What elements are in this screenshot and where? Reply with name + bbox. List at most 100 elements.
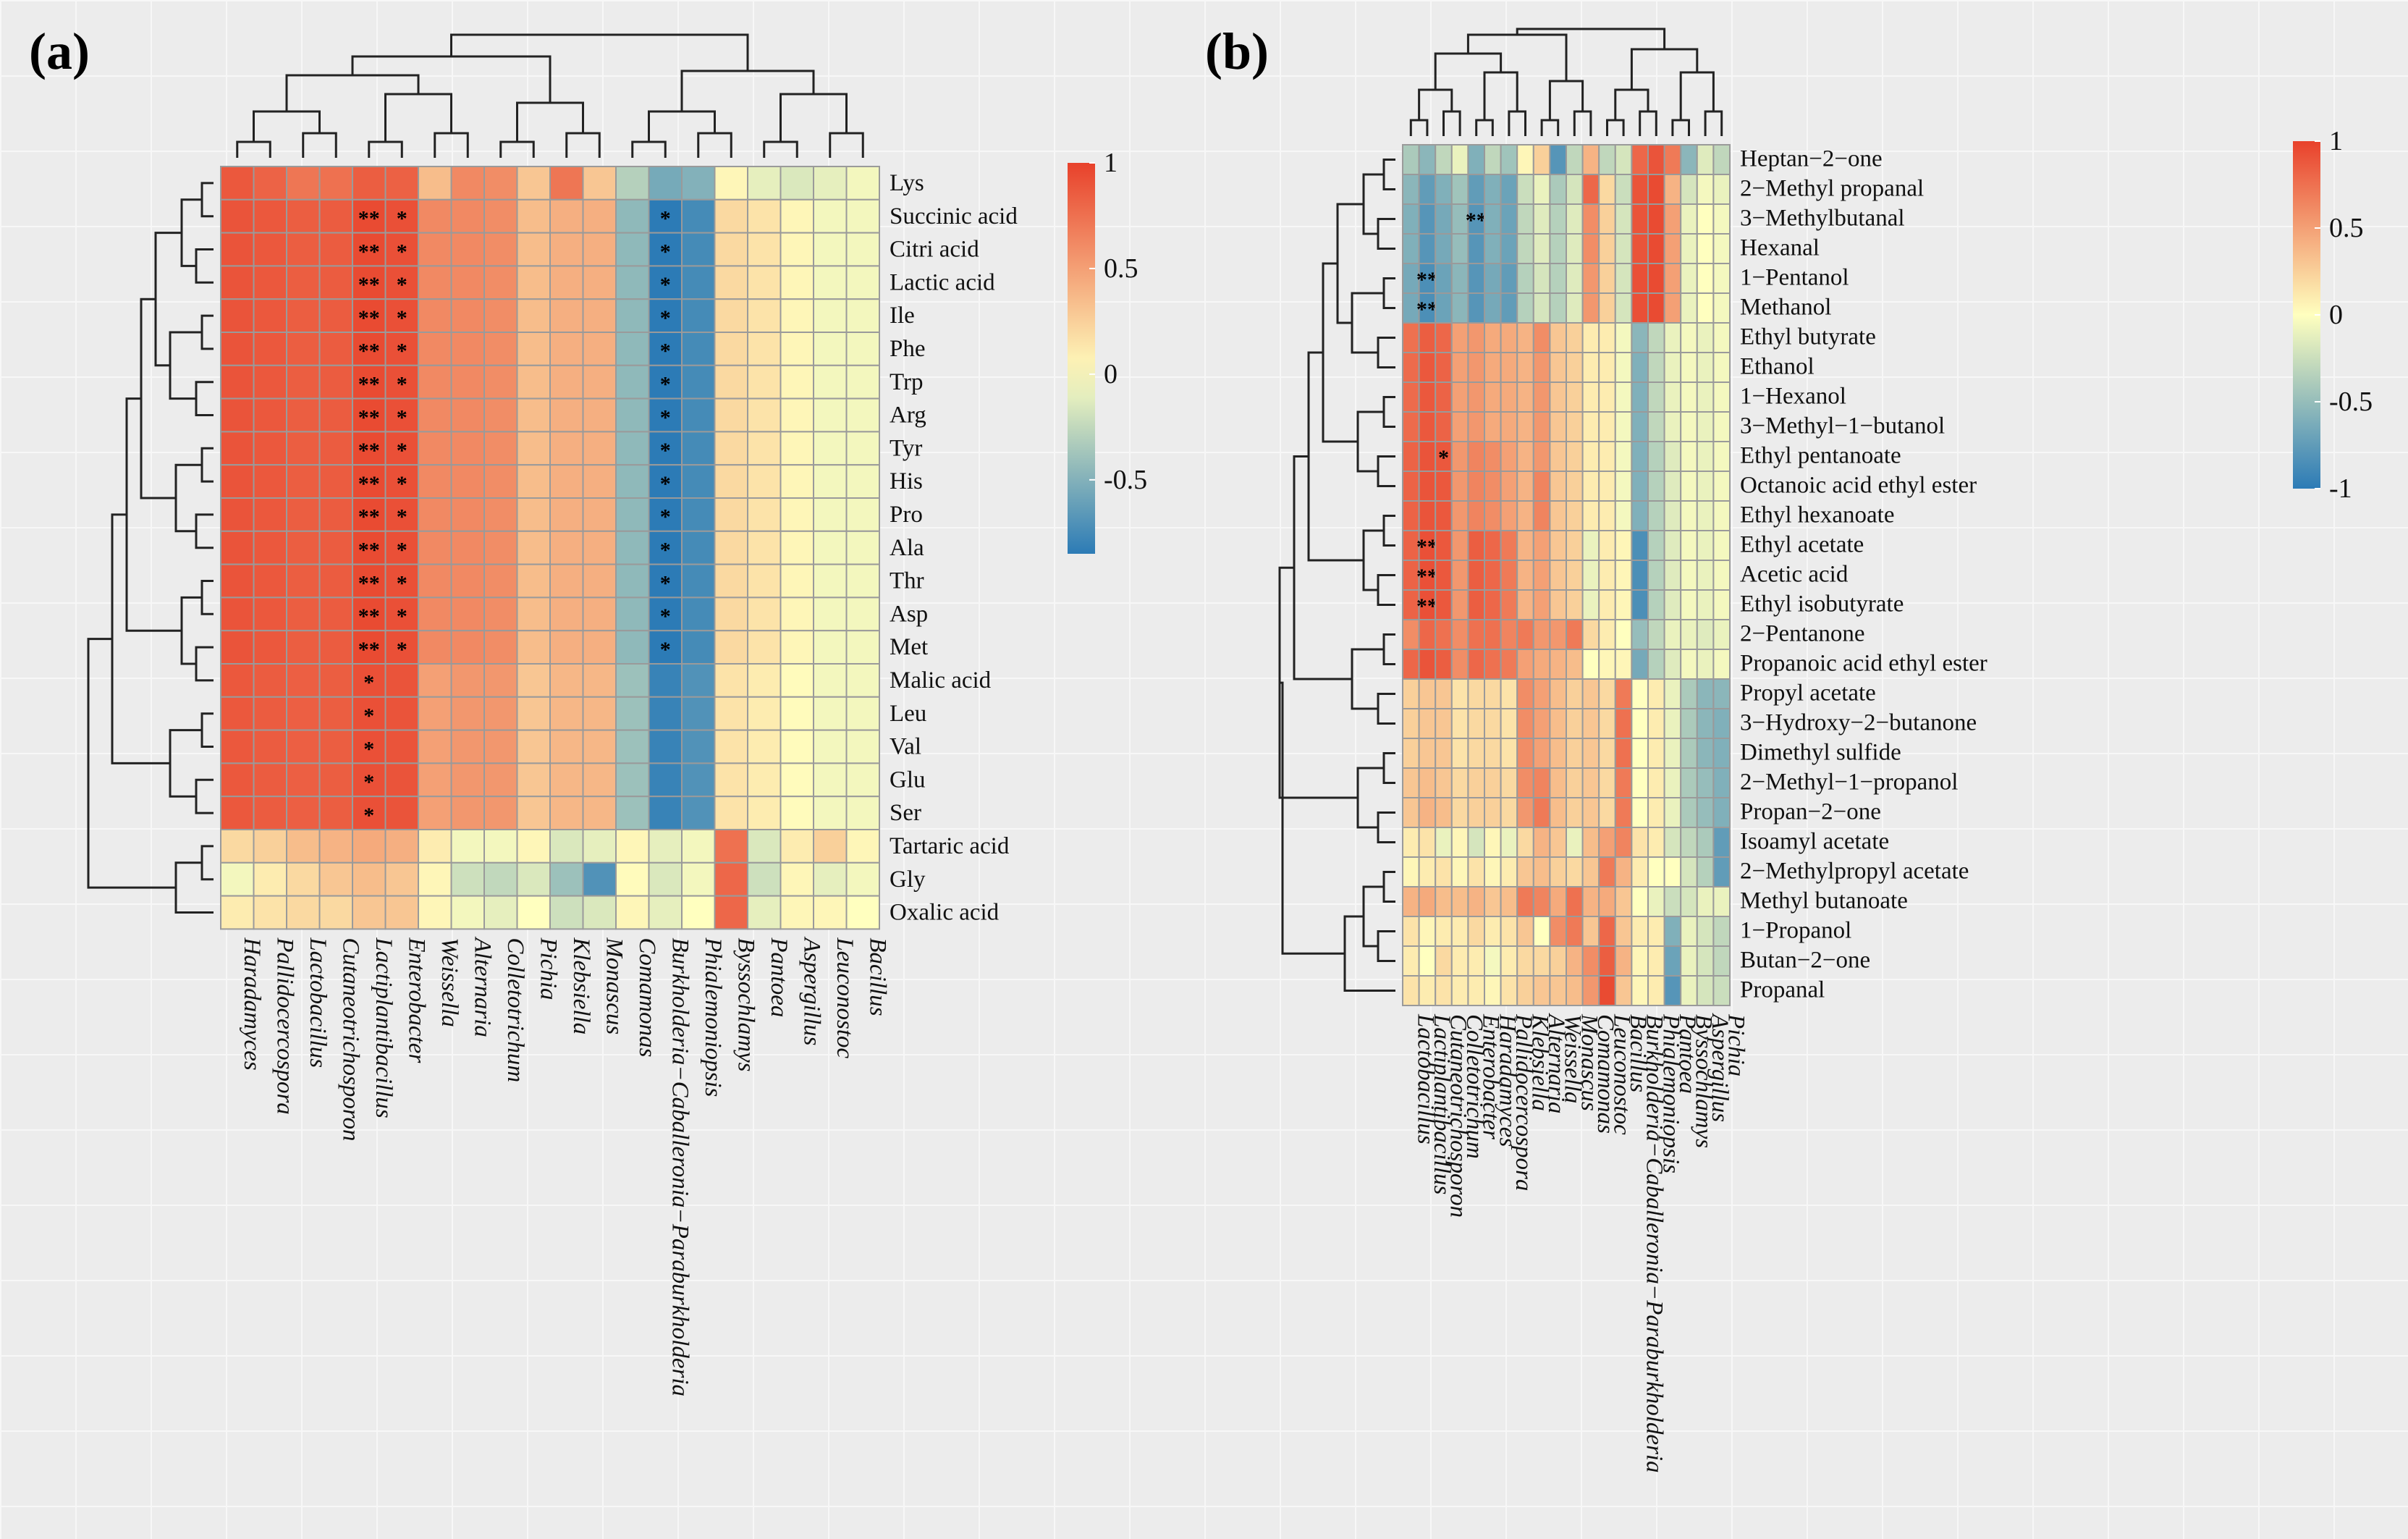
significance-star: **	[1416, 268, 1438, 292]
row-label: Malic acid	[890, 667, 992, 693]
heatmap-cell	[1549, 352, 1567, 383]
heatmap-cell	[549, 861, 584, 897]
dendrogram-branch	[1548, 80, 1584, 120]
legend-tick-label: 1	[1104, 148, 1118, 178]
heatmap-cell	[384, 166, 419, 201]
heatmap-cell	[418, 265, 452, 300]
heatmap-cell	[418, 364, 452, 400]
heatmap-cell	[1581, 827, 1600, 858]
column-label: Phialemoniopsis	[700, 937, 726, 1097]
heatmap-cell	[1581, 708, 1600, 739]
dendrogram-branch	[697, 132, 732, 158]
heatmap-cell	[681, 298, 716, 334]
heatmap-cell	[1663, 945, 1682, 977]
dendrogram-branch	[763, 140, 798, 158]
heatmap-cell	[1484, 678, 1502, 709]
heatmap-cell	[549, 530, 584, 565]
heatmap-cell	[845, 829, 880, 864]
heatmap-cell	[1598, 203, 1616, 235]
heatmap-cell	[681, 663, 716, 698]
heatmap-cell	[1532, 530, 1551, 561]
heatmap-cell	[1467, 411, 1486, 442]
heatmap-cell	[813, 530, 848, 565]
heatmap-cell	[1516, 708, 1534, 739]
significance-star: *	[363, 770, 374, 794]
heatmap-cell	[418, 630, 452, 665]
heatmap-cell	[1418, 144, 1437, 175]
heatmap-cell	[516, 829, 551, 864]
heatmap-cell	[516, 762, 551, 798]
heatmap-cell	[1680, 292, 1698, 324]
heatmap-cell	[318, 464, 353, 499]
heatmap-cell	[418, 198, 452, 234]
heatmap-cell	[813, 796, 848, 830]
heatmap-cell	[549, 829, 584, 864]
heatmap-cell	[352, 298, 386, 334]
heatmap-cell	[253, 630, 287, 665]
heatmap-cell	[1647, 856, 1665, 887]
heatmap-cell	[286, 796, 321, 830]
dendrogram-branch	[200, 712, 214, 748]
heatmap-cell	[780, 895, 814, 930]
heatmap-cell	[714, 861, 748, 897]
heatmap-cell	[1484, 292, 1502, 324]
significance-star: *	[397, 306, 407, 330]
heatmap-cell	[1696, 263, 1715, 294]
heatmap-cell	[1418, 678, 1437, 709]
heatmap-cell	[253, 298, 287, 334]
heatmap-cell	[1402, 381, 1420, 413]
heatmap-cell	[220, 796, 255, 830]
heatmap-cell	[1598, 322, 1616, 353]
heatmap-cell	[1467, 322, 1486, 353]
significance-star: **	[358, 439, 380, 463]
heatmap-cell	[1680, 411, 1698, 442]
heatmap-cell	[1712, 797, 1731, 828]
heatmap-cell	[220, 332, 255, 366]
significance-star: **	[1416, 298, 1438, 321]
heatmap-cell	[1680, 916, 1698, 947]
row-label: Met	[890, 634, 928, 660]
heatmap-cell	[1532, 619, 1551, 650]
heatmap-cell	[780, 663, 814, 698]
significance-star: **	[358, 273, 380, 297]
heatmap-cell	[615, 762, 650, 798]
heatmap-cell	[483, 630, 518, 665]
row-label: 3−Methylbutanal	[1740, 206, 1905, 232]
heatmap-cell	[483, 265, 518, 300]
heatmap-cell	[418, 663, 452, 698]
column-label: Comamonas	[634, 937, 660, 1057]
heatmap-cell	[582, 232, 617, 267]
column-label: Leuconostoc	[1609, 1013, 1635, 1135]
dendrogram-branch	[780, 93, 848, 142]
heatmap-cell	[1712, 767, 1731, 798]
heatmap-cell	[1516, 530, 1534, 561]
heatmap-cell	[1532, 560, 1551, 591]
dendrogram-branch	[87, 638, 176, 889]
heatmap-cell	[1467, 589, 1486, 620]
heatmap-cell	[1516, 767, 1534, 798]
color-legend-bar	[1068, 163, 1095, 554]
heatmap-cell	[845, 796, 880, 830]
row-label: Propanal	[1740, 977, 1825, 1003]
heatmap-cell	[714, 232, 748, 267]
row-label: 1−Propanol	[1740, 918, 1851, 944]
heatmap-cell	[1435, 203, 1453, 235]
heatmap-cell	[582, 397, 617, 433]
heatmap-cell	[1647, 708, 1665, 739]
heatmap-cell	[780, 630, 814, 665]
dendrogram-branch	[200, 447, 214, 483]
heatmap-cell	[318, 762, 353, 798]
heatmap-cell	[1549, 856, 1567, 887]
heatmap-cell	[286, 265, 321, 300]
heatmap-cell	[1696, 797, 1715, 828]
dendrogram-branch	[1362, 173, 1384, 235]
dendrogram-branch	[1639, 110, 1657, 136]
heatmap-cell	[220, 630, 255, 665]
heatmap-cell	[253, 497, 287, 532]
heatmap-cell	[1647, 975, 1665, 1006]
column-label: Klebsiella	[1527, 1013, 1553, 1111]
heatmap-cell	[714, 630, 748, 665]
heatmap-cell	[648, 298, 683, 334]
heatmap-cell	[483, 663, 518, 698]
heatmap-cell	[1614, 975, 1633, 1006]
